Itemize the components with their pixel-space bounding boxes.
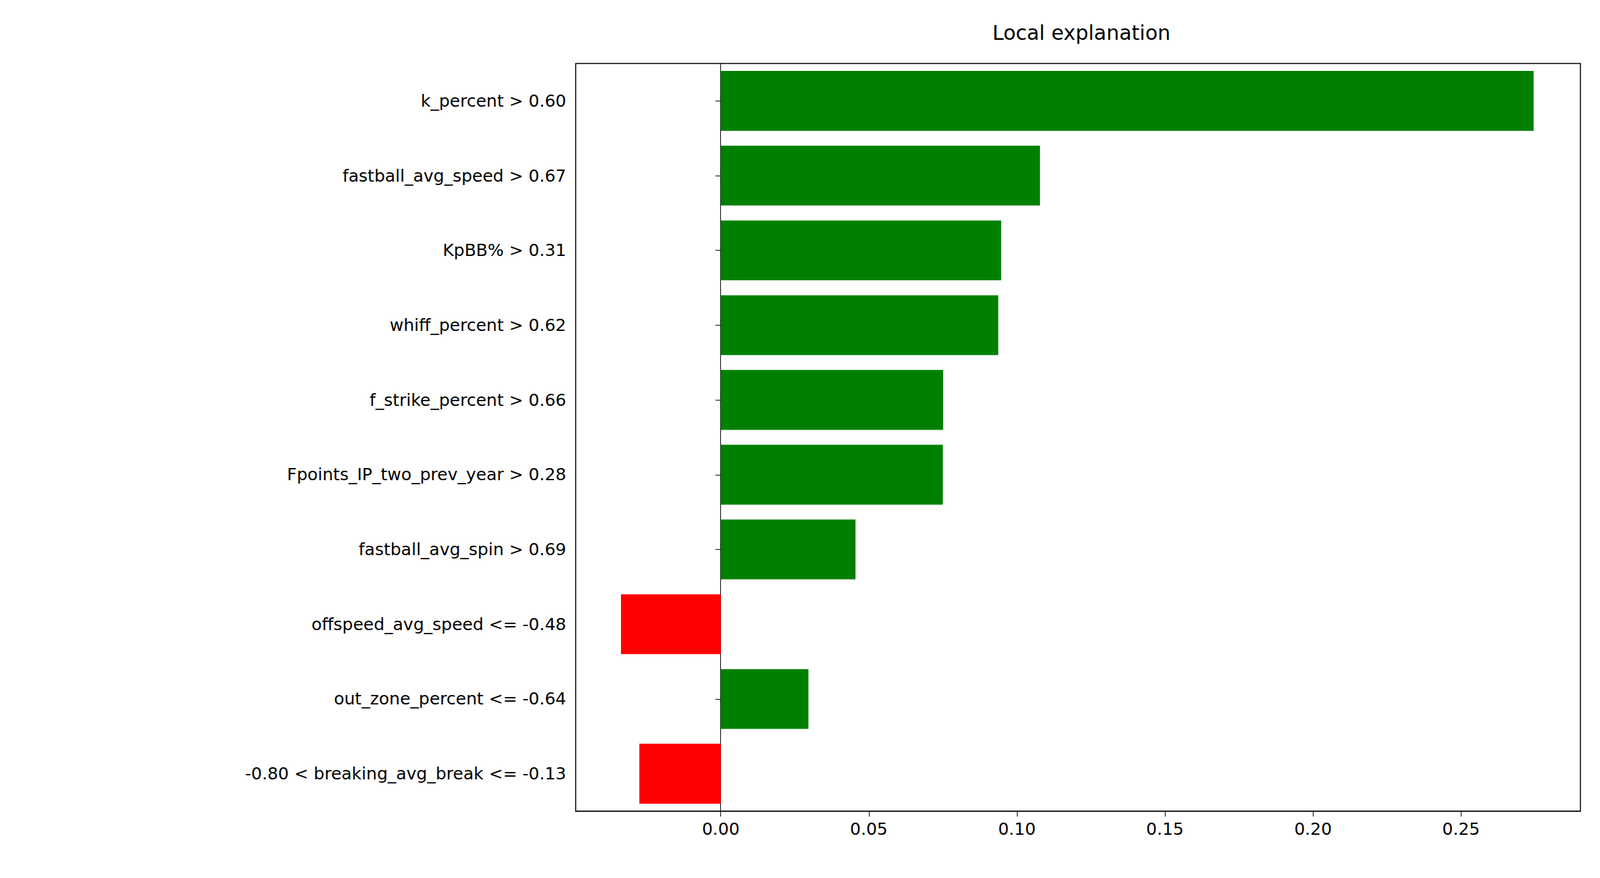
svg-text:k_percent > 0.60: k_percent > 0.60 xyxy=(420,91,567,111)
svg-text:0.15: 0.15 xyxy=(1145,819,1184,840)
svg-text:0.20: 0.20 xyxy=(1293,819,1332,840)
svg-text:whiff_percent > 0.62: whiff_percent > 0.62 xyxy=(389,315,567,336)
svg-text:out_zone_percent <= -0.64: out_zone_percent <= -0.64 xyxy=(333,689,567,709)
svg-text:0.00: 0.00 xyxy=(702,819,740,840)
svg-text:0.10: 0.10 xyxy=(997,819,1036,840)
svg-text:0.25: 0.25 xyxy=(1442,819,1481,840)
svg-text:fastball_avg_speed > 0.67: fastball_avg_speed > 0.67 xyxy=(342,166,567,186)
svg-text:Fpoints_IP_two_prev_year > 0.2: Fpoints_IP_two_prev_year > 0.28 xyxy=(287,464,567,485)
svg-text:-0.80 < breaking_avg_break <=: -0.80 < breaking_avg_break <= -0.13 xyxy=(245,764,567,784)
svg-text:offspeed_avg_speed <= -0.48: offspeed_avg_speed <= -0.48 xyxy=(311,614,567,635)
svg-text:0.05: 0.05 xyxy=(850,819,888,840)
svg-text:Local explanation: Local explanation xyxy=(992,20,1171,45)
svg-text:fastball_avg_spin > 0.69: fastball_avg_spin > 0.69 xyxy=(358,539,567,560)
svg-text:f_strike_percent > 0.66: f_strike_percent > 0.66 xyxy=(369,390,567,411)
svg-text:KpBB% > 0.31: KpBB% > 0.31 xyxy=(442,240,567,261)
